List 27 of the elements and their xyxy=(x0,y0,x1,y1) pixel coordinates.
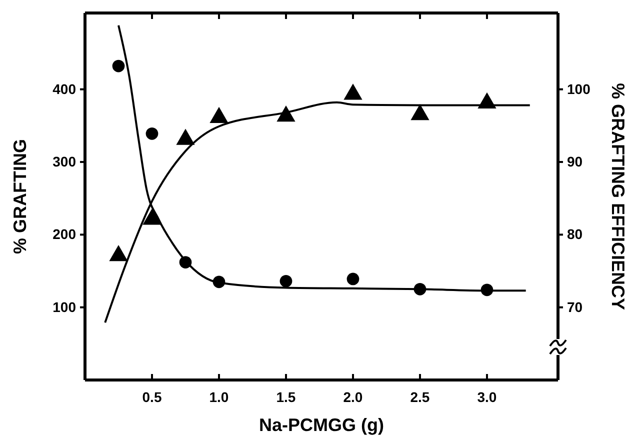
y-tick-label: 200 xyxy=(52,226,76,242)
x-axis-title: Na-PCMGG (g) xyxy=(259,415,384,435)
point xyxy=(176,128,195,145)
point xyxy=(410,104,430,120)
x-tick-label: 1.5 xyxy=(276,388,296,405)
point xyxy=(344,84,362,100)
y-tick-label: 100 xyxy=(52,298,76,315)
y2-tick-label: 90 xyxy=(567,153,583,170)
y-axis-title: % GRAFTING xyxy=(10,139,30,254)
y-tick-label: 400 xyxy=(52,80,76,97)
y2-axis-title: % GRAFTING EFFICIENCY xyxy=(608,82,628,310)
point xyxy=(146,127,158,140)
point xyxy=(280,274,292,288)
x-tick-label: 0.5 xyxy=(142,388,162,405)
x-tick-label: 2.5 xyxy=(410,388,430,405)
x-tick-label: 2.0 xyxy=(343,388,363,405)
point xyxy=(346,272,360,286)
y2-tick-label: 70 xyxy=(567,298,583,315)
y2-tick-label: 100 xyxy=(567,80,591,97)
point xyxy=(142,208,162,225)
point xyxy=(210,106,228,124)
y-tick-label: 300 xyxy=(52,153,76,170)
x-tick-label: 3.0 xyxy=(477,388,497,405)
point xyxy=(112,60,125,72)
x-tick-label: 1.0 xyxy=(209,388,229,405)
y2-tick-label: 80 xyxy=(567,226,583,242)
point xyxy=(109,244,128,262)
